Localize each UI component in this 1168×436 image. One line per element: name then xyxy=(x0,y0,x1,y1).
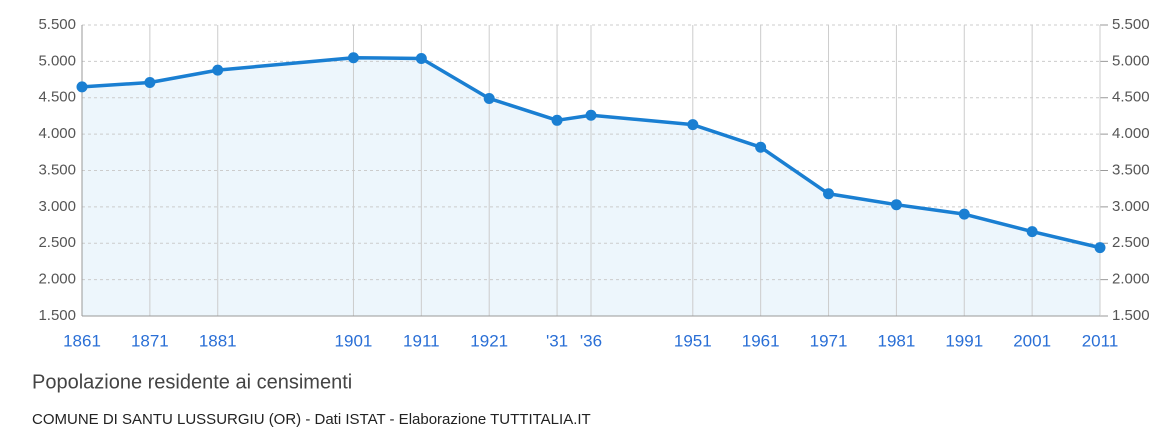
point xyxy=(755,141,767,153)
y-tick-label: 4.000 xyxy=(1112,125,1150,142)
x-tick-label: 1911 xyxy=(403,331,440,350)
point xyxy=(415,52,427,64)
y-tick-label: 3.500 xyxy=(38,161,76,178)
point xyxy=(347,52,359,64)
point xyxy=(823,188,835,200)
x-tick-label: '36 xyxy=(580,331,602,350)
x-tick-label: 1961 xyxy=(742,331,780,350)
y-tick-label: 5.500 xyxy=(1112,16,1150,33)
point xyxy=(1026,226,1038,238)
y-tick-label: 2.000 xyxy=(38,271,76,288)
y-tick-label: 1.500 xyxy=(1112,307,1150,324)
y-tick-label: 1.500 xyxy=(38,307,76,324)
y-tick-label: 2.500 xyxy=(1112,234,1150,251)
x-tick-label: 1991 xyxy=(945,331,983,350)
x-tick-label: 1981 xyxy=(877,331,915,350)
point xyxy=(1094,242,1106,254)
x-tick-label: 2011 xyxy=(1082,331,1119,350)
point xyxy=(958,208,970,220)
point xyxy=(687,119,699,131)
x-tick-label: 1951 xyxy=(674,331,712,350)
y-tick-label: 3.000 xyxy=(1112,198,1150,215)
point xyxy=(551,114,563,126)
chart-subtitle: COMUNE DI SANTU LUSSURGIU (OR) - Dati IS… xyxy=(32,411,591,428)
x-tick-label: 1901 xyxy=(335,331,373,350)
y-tick-label: 3.500 xyxy=(1112,161,1150,178)
x-tick-label: 1921 xyxy=(470,331,508,350)
x-tick-label: 1971 xyxy=(810,331,848,350)
point xyxy=(890,199,902,211)
point xyxy=(144,76,156,88)
chart-title: Popolazione residente ai censimenti xyxy=(32,371,352,393)
x-tick-label: 2001 xyxy=(1013,331,1051,350)
x-tick-label: 1881 xyxy=(199,331,237,350)
x-tick-label: '31 xyxy=(546,331,568,350)
point xyxy=(585,109,597,121)
y-tick-label: 3.000 xyxy=(38,198,76,215)
y-tick-label: 5.000 xyxy=(1112,52,1150,69)
x-tick-label: 1861 xyxy=(63,331,101,350)
y-tick-label: 4.500 xyxy=(38,89,76,106)
y-tick-label: 4.000 xyxy=(38,125,76,142)
y-tick-label: 2.000 xyxy=(1112,271,1150,288)
y-tick-label: 4.500 xyxy=(1112,89,1150,106)
y-tick-label: 5.000 xyxy=(38,52,76,69)
point xyxy=(212,64,224,76)
point xyxy=(76,81,88,93)
point xyxy=(483,92,495,104)
x-tick-label: 1871 xyxy=(131,331,169,350)
y-tick-label: 5.500 xyxy=(38,16,76,33)
y-tick-label: 2.500 xyxy=(38,234,76,251)
